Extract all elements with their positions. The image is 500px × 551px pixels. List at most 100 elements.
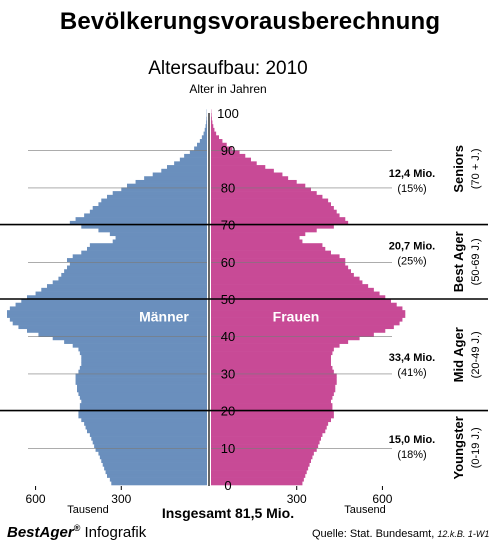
bar-men-age-20 bbox=[79, 406, 207, 411]
segment-value-mid-ager: 33,4 Mio. bbox=[389, 352, 435, 364]
bar-women-age-2 bbox=[211, 473, 306, 478]
bar-men-age-86 bbox=[174, 161, 207, 166]
bar-men-age-2 bbox=[107, 473, 207, 478]
bar-women-age-78 bbox=[211, 191, 317, 196]
bar-women-age-0 bbox=[211, 481, 303, 486]
bar-men-age-27 bbox=[75, 380, 207, 385]
bar-women-age-18 bbox=[211, 414, 334, 419]
bar-men-age-32 bbox=[81, 362, 207, 367]
bar-men-age-72 bbox=[84, 213, 207, 218]
bar-men-age-40 bbox=[38, 332, 208, 337]
segment-share-youngster: (18%) bbox=[397, 449, 426, 461]
x-tick-men-300: 300 bbox=[111, 492, 131, 506]
bar-men-age-81 bbox=[135, 179, 207, 184]
bar-women-age-28 bbox=[211, 377, 337, 382]
age-tick-100: 100 bbox=[217, 106, 239, 121]
bar-men-age-71 bbox=[75, 217, 207, 222]
bar-women-age-84 bbox=[211, 168, 274, 173]
bar-women-age-4 bbox=[211, 466, 309, 471]
bar-men-age-3 bbox=[105, 470, 207, 475]
main-title: Bevölkerungsvorausberechnung bbox=[59, 8, 441, 35]
bar-women-age-61 bbox=[211, 254, 340, 259]
bar-women-age-72 bbox=[211, 213, 340, 218]
bar-men-age-47 bbox=[9, 306, 207, 311]
age-tick-60: 60 bbox=[221, 255, 235, 270]
bar-men-age-15 bbox=[85, 425, 207, 430]
age-tick-30: 30 bbox=[221, 366, 235, 381]
bar-women-age-71 bbox=[211, 217, 346, 222]
bar-women-age-38 bbox=[211, 339, 349, 344]
bar-women-age-75 bbox=[211, 202, 331, 207]
bar-women-age-76 bbox=[211, 198, 329, 203]
bar-men-age-16 bbox=[84, 421, 207, 426]
age-tick-90: 90 bbox=[221, 143, 235, 158]
bar-women-age-40 bbox=[211, 332, 374, 337]
bar-men-age-69 bbox=[81, 224, 207, 229]
bar-women-age-82 bbox=[211, 176, 289, 181]
bar-women-age-16 bbox=[211, 421, 329, 426]
bar-men-age-73 bbox=[89, 209, 207, 214]
bar-women-age-46 bbox=[211, 310, 406, 315]
bar-men-age-54 bbox=[52, 280, 208, 285]
bar-men-age-67 bbox=[109, 232, 207, 237]
bar-women-age-26 bbox=[211, 384, 336, 389]
bar-men-age-29 bbox=[75, 373, 207, 378]
bar-women-age-5 bbox=[211, 462, 310, 467]
bar-women-age-11 bbox=[211, 440, 320, 445]
bar-men-age-62 bbox=[81, 250, 207, 255]
bar-women-age-50 bbox=[211, 295, 386, 300]
x-tick-women-600: 600 bbox=[372, 492, 392, 506]
bar-men-age-49 bbox=[21, 299, 207, 304]
bar-women-age-97 bbox=[211, 120, 213, 125]
age-tick-80: 80 bbox=[221, 180, 235, 195]
bar-women-age-96 bbox=[211, 124, 214, 129]
bar-men-age-4 bbox=[104, 466, 207, 471]
brand-logo: BestAger® Infografik bbox=[7, 523, 147, 541]
bar-men-age-12 bbox=[91, 436, 207, 441]
total-population-label: Insgesamt 81,5 Mio. bbox=[162, 505, 294, 521]
bar-men-age-52 bbox=[41, 287, 207, 292]
bar-men-age-43 bbox=[12, 321, 207, 326]
bar-men-age-50 bbox=[27, 295, 207, 300]
bar-men-age-44 bbox=[9, 317, 207, 322]
bar-men-age-79 bbox=[121, 187, 207, 192]
bar-women-age-79 bbox=[211, 187, 311, 192]
bar-men-age-76 bbox=[101, 198, 207, 203]
bar-men-age-33 bbox=[81, 358, 207, 363]
bar-women-age-45 bbox=[211, 313, 406, 318]
age-tick-40: 40 bbox=[221, 329, 235, 344]
bar-men-age-11 bbox=[92, 440, 207, 445]
bar-men-age-94 bbox=[203, 131, 207, 136]
bar-men-age-26 bbox=[77, 384, 207, 389]
bar-women-age-23 bbox=[211, 395, 333, 400]
bar-men-age-53 bbox=[47, 284, 207, 289]
bar-men-age-17 bbox=[81, 418, 207, 423]
bar-men-age-13 bbox=[89, 432, 207, 437]
bar-women-age-94 bbox=[211, 131, 217, 136]
bar-men-age-77 bbox=[107, 194, 207, 199]
bar-men-age-87 bbox=[179, 157, 207, 162]
bar-women-age-25 bbox=[211, 388, 336, 393]
bar-women-age-52 bbox=[211, 287, 374, 292]
bar-women-age-24 bbox=[211, 392, 334, 397]
bar-women-age-66 bbox=[211, 235, 300, 240]
bar-women-age-74 bbox=[211, 206, 334, 211]
bar-men-age-68 bbox=[98, 228, 207, 233]
bar-women-age-65 bbox=[211, 239, 303, 244]
bar-women-age-44 bbox=[211, 317, 403, 322]
segment-value-youngster: 15,0 Mio. bbox=[389, 434, 435, 446]
bar-women-age-83 bbox=[211, 172, 283, 177]
bar-men-age-93 bbox=[201, 135, 207, 140]
bar-women-age-10 bbox=[211, 444, 319, 449]
bar-women-age-43 bbox=[211, 321, 400, 326]
bar-men-age-45 bbox=[7, 313, 207, 318]
bar-men-age-66 bbox=[115, 235, 207, 240]
bar-women-age-85 bbox=[211, 165, 266, 170]
segment-group-mid-ager: Mid Ager bbox=[451, 327, 466, 382]
bar-women-age-91 bbox=[211, 142, 227, 147]
bar-women-age-87 bbox=[211, 157, 251, 162]
bar-men-age-59 bbox=[69, 261, 207, 266]
bar-men-age-80 bbox=[127, 183, 207, 188]
segment-range-mid-ager: (20-49 J.) bbox=[470, 331, 482, 378]
bar-men-age-95 bbox=[204, 127, 207, 132]
